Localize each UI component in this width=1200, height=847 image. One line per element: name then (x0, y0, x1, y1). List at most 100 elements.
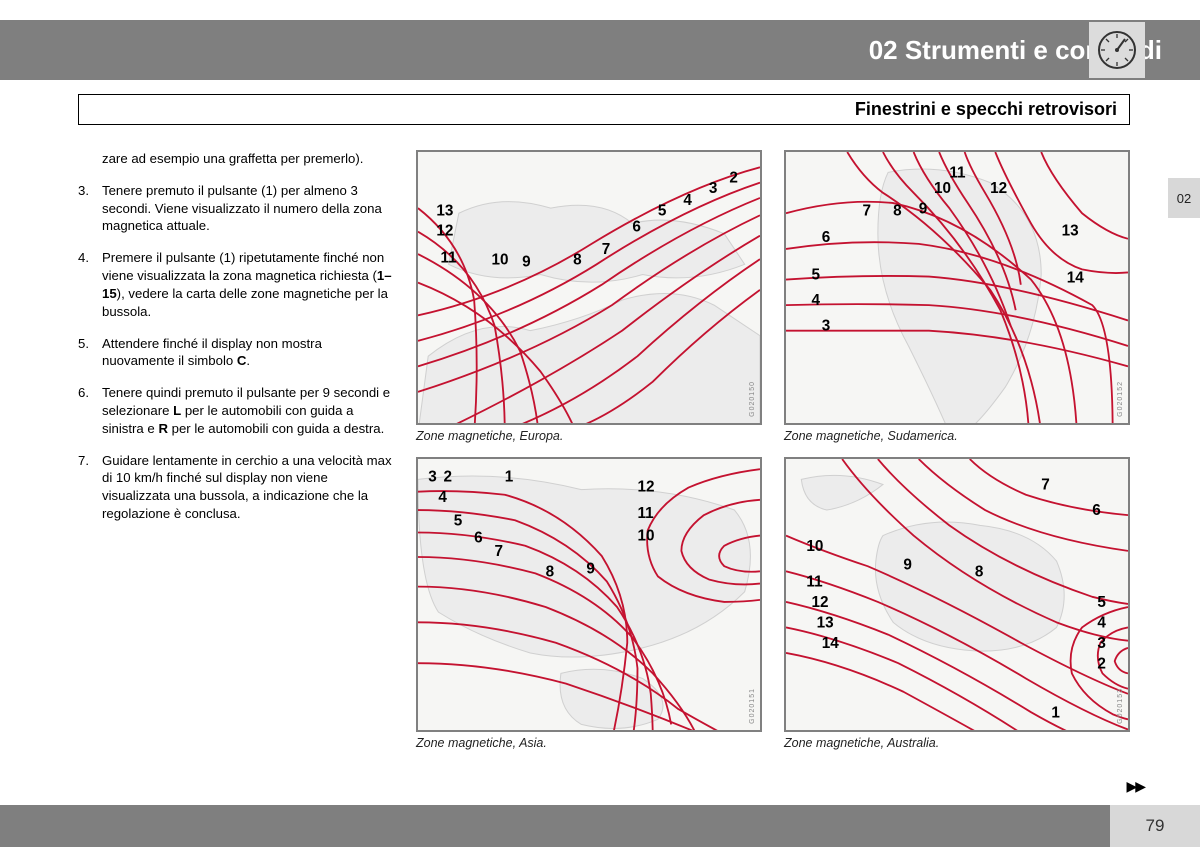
step-number: 5. (78, 335, 102, 371)
step-body: Tenere quindi premuto il pulsante per 9 … (102, 384, 398, 437)
page-number-box: 79 (1110, 805, 1200, 847)
zone-label: 2 (444, 468, 453, 485)
zone-label: 1 (1051, 704, 1060, 721)
step-5: 5. Attendere finché il display non mostr… (78, 335, 398, 371)
step-body: Tenere premuto il pulsante (1) per almen… (102, 182, 398, 235)
zone-label: 11 (949, 165, 966, 182)
zone-label: 4 (812, 292, 821, 309)
chapter-header-bar: 02 Strumenti e comandi (0, 20, 1200, 80)
map-caption: Zone magnetiche, Australia. (784, 736, 1130, 750)
step-3: 3. Tenere premuto il pulsante (1) per al… (78, 182, 398, 235)
map-caption: Zone magnetiche, Europa. (416, 429, 762, 443)
zone-label: 6 (1092, 502, 1101, 519)
step-body: zare ad esempio una graffetta per premer… (102, 150, 398, 168)
map-caption: Zone magnetiche, Sudamerica. (784, 429, 1130, 443)
zone-label: 14 (1067, 270, 1085, 287)
zone-label: 5 (658, 202, 667, 219)
step-body: Premere il pulsante (1) ripetutamente fi… (102, 249, 398, 320)
zone-label: 3 (822, 318, 831, 335)
step-number: 6. (78, 384, 102, 437)
zone-label: 4 (683, 192, 692, 209)
map-frame: 7 6 5 4 3 2 1 8 9 10 11 12 13 14 G020153 (784, 457, 1130, 732)
zone-label: 8 (573, 251, 582, 268)
zone-label: 2 (729, 170, 738, 187)
zone-label: 9 (522, 253, 531, 270)
zone-label: 6 (632, 219, 641, 236)
map-asia-svg: 123456789101112 (418, 459, 760, 732)
step-number: 4. (78, 249, 102, 320)
map-frame: 2345678910111213 G020150 (416, 150, 762, 425)
step-body: Guidare lentamente in cerchio a una velo… (102, 452, 398, 523)
zone-label: 10 (934, 180, 951, 197)
zone-label: 2 (1097, 655, 1106, 672)
step-number: 7. (78, 452, 102, 523)
zone-label: 5 (1097, 594, 1106, 611)
zone-label: 4 (438, 489, 447, 506)
step-7: 7. Guidare lentamente in cerchio a una v… (78, 452, 398, 523)
side-chapter-tab: 02 (1168, 178, 1200, 218)
zone-label: 6 (822, 229, 831, 246)
page-content: zare ad esempio una graffetta per premer… (78, 150, 1130, 750)
zone-label: 11 (637, 505, 654, 522)
zone-label: 8 (893, 202, 902, 219)
zone-label: 14 (822, 635, 840, 652)
image-code: G020151 (749, 688, 756, 724)
zone-label: 10 (637, 528, 654, 545)
chapter-icon-box (1089, 22, 1145, 78)
image-code: G020150 (749, 381, 756, 417)
step-2-continuation: zare ad esempio una graffetta per premer… (78, 150, 398, 168)
zone-label: 13 (817, 614, 834, 631)
map-sudamerica-svg: 34 5 6 7 89 1011 12 13 14 (786, 152, 1128, 425)
continue-arrows-icon: ▶▶ (1126, 778, 1144, 795)
zone-label: 8 (975, 563, 984, 580)
zone-label: 5 (812, 267, 821, 284)
zone-label: 3 (1097, 635, 1106, 652)
zone-label: 12 (436, 223, 453, 240)
zone-label: 9 (903, 556, 912, 573)
page-number: 79 (1146, 816, 1165, 836)
zone-label: 6 (474, 530, 483, 547)
zone-label: 7 (863, 202, 872, 219)
zone-label: 7 (602, 241, 611, 258)
zone-label: 13 (1062, 223, 1079, 240)
zone-label: 7 (1041, 477, 1050, 494)
zone-label: 12 (990, 180, 1007, 197)
map-frame: 123456789101112 G020151 (416, 457, 762, 732)
instruction-column: zare ad esempio una graffetta per premer… (78, 150, 398, 750)
image-code: G020153 (1117, 688, 1124, 724)
section-subtitle: Finestrini e specchi retrovisori (855, 99, 1117, 119)
map-europe-svg: 2345678910111213 (418, 152, 760, 425)
map-asia: 123456789101112 G020151 Zone magnetiche,… (416, 457, 762, 750)
zone-label: 9 (919, 200, 928, 217)
map-caption: Zone magnetiche, Asia. (416, 736, 762, 750)
zone-label: 7 (495, 543, 504, 560)
map-europe: 2345678910111213 G020150 Zone magnetiche… (416, 150, 762, 443)
zone-label: 3 (709, 180, 718, 197)
map-sudamerica: 34 5 6 7 89 1011 12 13 14 G020152 Zone magnetich… (784, 150, 1130, 443)
side-tab-label: 02 (1177, 191, 1191, 206)
zone-label: 12 (637, 479, 654, 496)
zone-label: 13 (436, 202, 453, 219)
zone-label: 9 (586, 560, 595, 577)
map-australia-svg: 7 6 5 4 3 2 1 8 9 10 11 12 13 14 (786, 459, 1128, 732)
section-subtitle-box: Finestrini e specchi retrovisori (78, 94, 1130, 125)
map-australia: 7 6 5 4 3 2 1 8 9 10 11 12 13 14 G020153 Zone magneti… (784, 457, 1130, 750)
step-body: Attendere finché il display non mostra n… (102, 335, 398, 371)
footer-bar (0, 805, 1200, 847)
gauge-icon (1095, 28, 1139, 72)
step-number: 3. (78, 182, 102, 235)
zone-label: 10 (806, 538, 823, 555)
zone-label: 12 (812, 594, 829, 611)
zone-label: 1 (505, 468, 514, 485)
zone-label: 4 (1097, 614, 1106, 631)
zone-label: 11 (440, 249, 457, 266)
step-4: 4. Premere il pulsante (1) ripetutamente… (78, 249, 398, 320)
zone-label: 8 (546, 563, 555, 580)
step-6: 6. Tenere quindi premuto il pulsante per… (78, 384, 398, 437)
map-frame: 34 5 6 7 89 1011 12 13 14 G020152 (784, 150, 1130, 425)
zone-label: 11 (806, 574, 823, 591)
image-code: G020152 (1117, 381, 1124, 417)
maps-grid: 2345678910111213 G020150 Zone magnetiche… (416, 150, 1130, 750)
zone-label: 3 (428, 468, 437, 485)
zone-label: 5 (454, 512, 463, 529)
